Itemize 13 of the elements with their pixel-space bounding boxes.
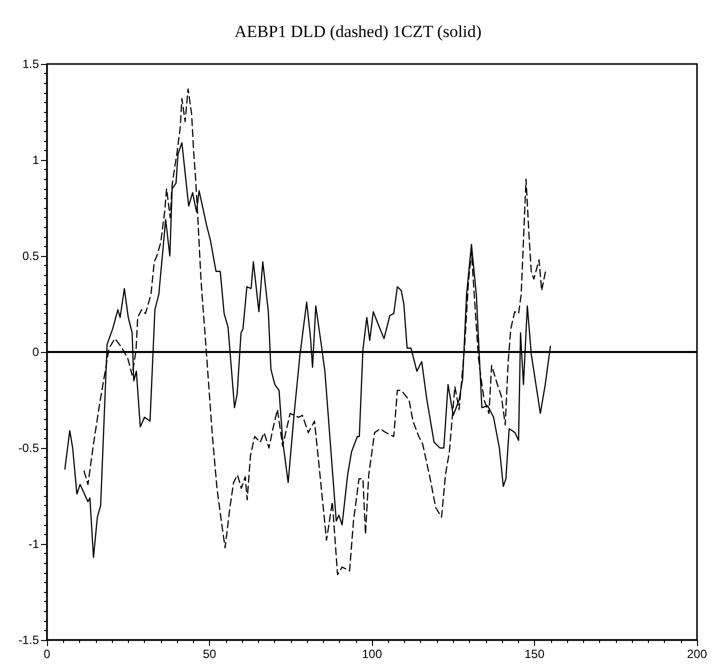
y-tick-label: -1 [28, 537, 40, 551]
y-tick-label: 0.5 [22, 249, 40, 263]
x-tick-label: 150 [524, 647, 545, 661]
y-tick-label: -1.5 [18, 633, 40, 647]
chart-title: AEBP1 DLD (dashed) 1CZT (solid) [234, 22, 482, 41]
x-tick-label: 100 [362, 647, 382, 661]
y-tick-label: 0 [32, 345, 40, 359]
y-tick-label: -0.5 [18, 441, 40, 455]
y-tick-label: 1.5 [22, 57, 40, 71]
x-tick-label: 200 [686, 647, 708, 661]
y-tick-label: 1 [32, 153, 40, 167]
x-tick-label: 50 [202, 647, 216, 661]
x-tick-label: 0 [44, 647, 51, 661]
